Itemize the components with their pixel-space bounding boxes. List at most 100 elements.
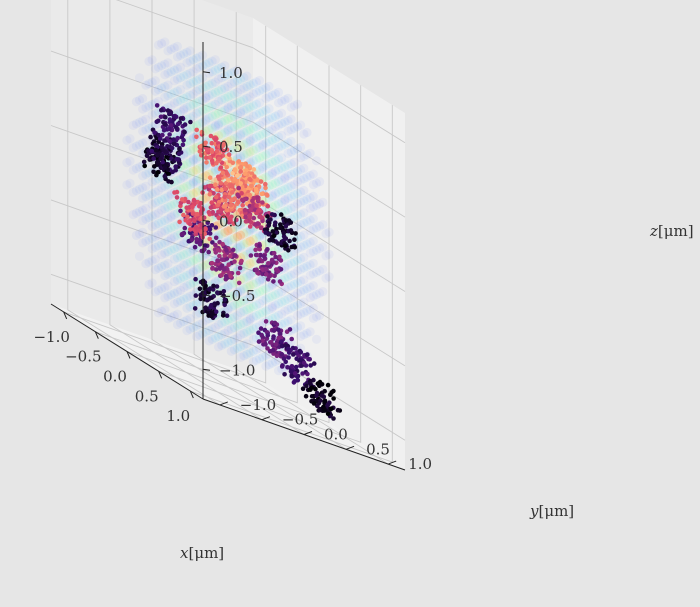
field-point	[207, 324, 217, 334]
field-point	[242, 93, 252, 103]
trajectory-point	[291, 352, 296, 357]
field-point	[169, 254, 179, 264]
trajectory-point	[176, 151, 182, 157]
field-point	[138, 193, 148, 203]
field-point	[261, 284, 271, 294]
field-point	[302, 284, 312, 294]
field-point	[188, 267, 198, 278]
field-point	[302, 306, 312, 316]
trajectory-point	[219, 187, 225, 193]
field-point	[258, 285, 268, 295]
trajectory-point	[228, 203, 234, 208]
field-point	[157, 262, 167, 272]
field-point	[172, 275, 183, 285]
field-point	[242, 126, 252, 136]
field-point	[172, 287, 182, 297]
field-point	[232, 132, 242, 142]
y-tick-mark	[345, 445, 355, 450]
field-point	[195, 85, 205, 95]
field-point	[255, 275, 265, 285]
field-point	[274, 142, 284, 152]
trajectory-point	[156, 132, 161, 138]
field-point	[242, 349, 252, 359]
field-point	[172, 86, 182, 96]
trajectory-point	[215, 247, 221, 253]
field-point	[305, 193, 315, 203]
trajectory-point	[194, 211, 200, 217]
field-point	[214, 74, 224, 84]
field-point	[182, 58, 192, 68]
field-point	[236, 84, 246, 95]
trajectory-point	[269, 212, 275, 217]
field-point	[210, 322, 220, 333]
field-point	[255, 153, 265, 163]
field-point	[274, 165, 284, 175]
trajectory-point	[197, 242, 203, 247]
trajectory-point	[214, 284, 220, 289]
trajectory-point	[295, 377, 301, 383]
field-point	[299, 241, 309, 251]
trajectory-point	[209, 260, 215, 266]
field-point	[292, 300, 303, 310]
field-point	[254, 276, 265, 286]
field-point	[141, 137, 151, 147]
trajectory-point	[213, 267, 219, 272]
grid-line-y	[67, 0, 221, 406]
field-point	[122, 180, 132, 190]
field-point	[182, 92, 192, 102]
trajectory-point	[239, 184, 245, 190]
trajectory-point	[210, 240, 215, 245]
trajectory-point	[325, 402, 331, 408]
field-point	[239, 306, 249, 316]
field-point	[191, 309, 202, 319]
trajectory-point	[161, 148, 166, 153]
field-point	[274, 187, 284, 197]
field-point	[217, 117, 227, 127]
field-point	[144, 56, 154, 66]
field-point	[134, 207, 145, 217]
trajectory-point	[161, 128, 167, 133]
field-point	[229, 300, 239, 310]
field-point	[153, 85, 164, 95]
field-point	[185, 291, 195, 301]
field-point	[302, 194, 312, 204]
trajectory-point	[141, 159, 147, 165]
field-point	[226, 346, 236, 356]
field-point	[138, 94, 148, 104]
field-point	[248, 89, 258, 99]
field-point	[169, 210, 179, 220]
field-point	[191, 53, 201, 63]
field-point	[166, 212, 176, 223]
field-point	[201, 270, 211, 281]
field-point	[172, 74, 183, 84]
field-point	[223, 70, 233, 80]
x-tick-label: 0.0	[103, 368, 127, 386]
field-point	[169, 244, 179, 254]
field-point	[172, 230, 183, 240]
field-point	[308, 224, 318, 234]
field-point	[270, 111, 280, 121]
field-point	[179, 238, 189, 248]
trajectory-point	[190, 211, 196, 216]
field-point	[160, 260, 170, 270]
field-point	[150, 187, 160, 197]
trajectory-point	[269, 340, 274, 345]
field-point	[134, 229, 145, 239]
trajectory-point	[224, 208, 230, 213]
trajectory-point	[322, 388, 328, 394]
field-point	[245, 270, 255, 280]
trajectory-point	[213, 194, 219, 200]
x-tick-mark	[158, 371, 163, 379]
field-point	[280, 284, 290, 294]
field-point	[169, 221, 179, 231]
trajectory-point	[271, 233, 277, 238]
field-point	[131, 208, 141, 218]
trajectory-point	[224, 164, 229, 170]
field-point	[308, 291, 318, 301]
field-point	[251, 77, 261, 87]
trajectory-point	[164, 162, 169, 167]
trajectory-point	[274, 226, 279, 232]
field-point	[277, 130, 287, 141]
field-point	[191, 177, 201, 187]
field-point	[204, 68, 214, 78]
